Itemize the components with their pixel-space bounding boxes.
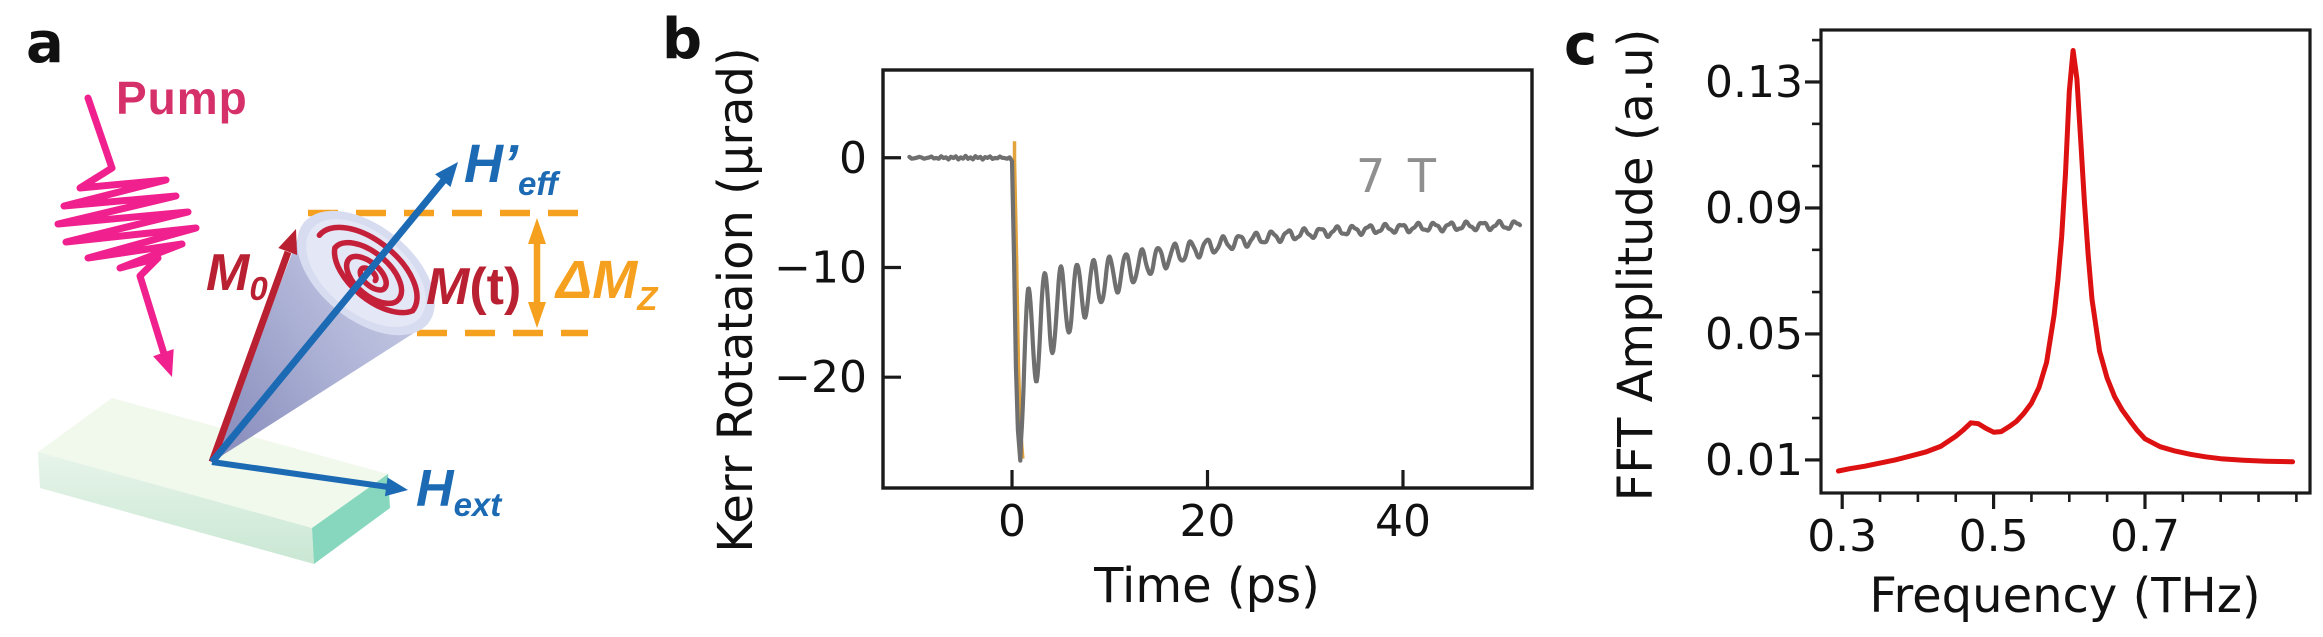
panel-c-letter: c [1564, 13, 1597, 78]
kerr-data-curve [907, 153, 1523, 463]
magnetization-spiral [316, 224, 420, 316]
slab-side-face [312, 474, 390, 564]
fft-y-axis-label: FFT Amplitude (a.u) [1608, 29, 1664, 502]
kerr-x-axis-label: Time (ps) [1093, 558, 1320, 614]
kerr-rotation-chart: b Kerr Rotataion (μrad) Time (ps) 7 T 0 2… [662, 7, 1534, 614]
fft-spectrum-chart: c FFT Amplitude (a.u) Frequency (THz) 0.… [1564, 13, 2312, 624]
m0-vector-shaft [208, 250, 292, 464]
y-tick-label: 0.05 [1705, 309, 1803, 360]
h-eff-label: H’eff [464, 134, 561, 202]
x-tick-label: 40 [1375, 496, 1431, 547]
h-eff-vector [209, 162, 458, 465]
y-tick-label: 0.01 [1705, 435, 1803, 486]
h-ext-vector [211, 459, 408, 497]
delta-mz-down-arrowhead-icon [528, 302, 546, 328]
x-tick-label: 0 [998, 496, 1026, 547]
panel-b-letter: b [662, 7, 702, 72]
field-annotation: 7 T [1356, 149, 1440, 203]
slab-front-face [38, 452, 314, 564]
h-ext-vector-shaft [211, 459, 389, 490]
delta-mz-label: ΔMZ [554, 250, 659, 317]
x-tick-label: 0.5 [1959, 511, 2029, 562]
h-eff-vector-shaft [209, 177, 447, 465]
y-tick-label: 0.09 [1705, 183, 1803, 234]
y-tick-label: −20 [774, 352, 867, 403]
fft-x-axis-label: Frequency (THz) [1869, 568, 2260, 624]
panel-a-letter: a [26, 11, 64, 76]
mt-label: M(t) [426, 258, 521, 316]
panel-a-schematic: a Pump [26, 11, 659, 564]
pump-label: Pump [116, 72, 248, 124]
delta-mz-arrow [528, 218, 546, 328]
h-eff-arrowhead-icon [435, 162, 458, 187]
m0-label: M0 [206, 244, 268, 307]
x-tick-label: 0.7 [2110, 511, 2180, 562]
pump-beam-squiggle [54, 94, 200, 361]
x-tick-label: 20 [1180, 496, 1236, 547]
x-tick-label: 0.3 [1807, 511, 1877, 562]
pump-beam-arrow [54, 94, 200, 377]
m0-arrowhead-icon [278, 229, 298, 255]
h-ext-label: Hext [416, 460, 503, 523]
h-ext-arrowhead-icon [384, 477, 408, 497]
fft-chart-content: 0.3 0.5 0.7 0.01 0.05 0.09 0.13 [1705, 28, 2312, 562]
delta-mz-up-arrowhead-icon [528, 218, 546, 244]
delta-mz-dashed-lines [308, 209, 588, 337]
fft-axes-frame [1819, 28, 2312, 495]
y-tick-label: −10 [774, 242, 867, 293]
kerr-y-axis-label: Kerr Rotataion (μrad) [708, 47, 764, 553]
kerr-axes-frame [881, 68, 1534, 490]
kerr-chart-content: 0 20 40 0 −10 −20 [774, 68, 1534, 547]
pump-beam-arrowhead-icon [153, 349, 174, 377]
y-tick-label: 0.13 [1705, 57, 1803, 108]
y-tick-label: 0 [839, 133, 867, 184]
m0-vector [208, 229, 298, 464]
fft-data-curve [1835, 48, 2296, 474]
